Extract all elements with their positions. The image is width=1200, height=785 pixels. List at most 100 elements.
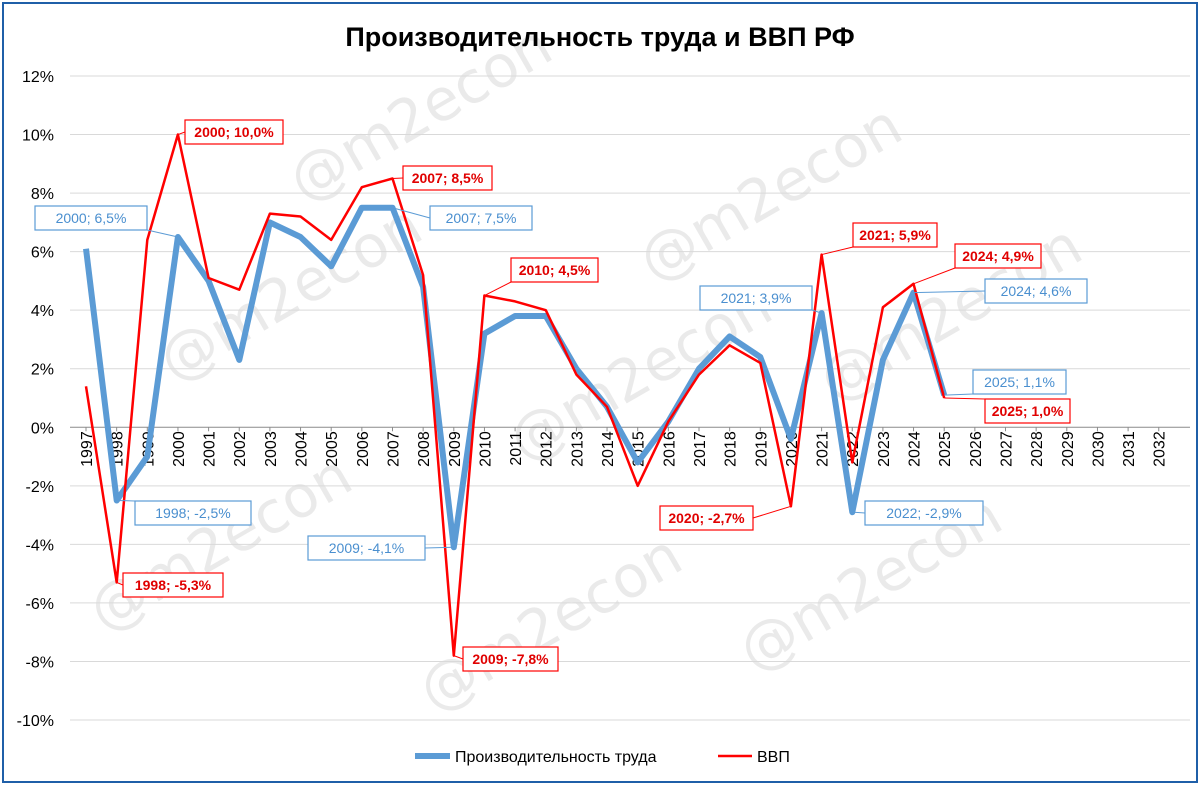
y-tick-label: 0%	[31, 420, 54, 437]
label-text: 2010; 4,5%	[519, 262, 591, 278]
label-text: 2000; 10,0%	[194, 124, 274, 140]
watermark-2: @m2econ	[147, 190, 433, 394]
x-tick-label: 2009	[447, 431, 464, 467]
label-leader	[146, 229, 179, 238]
label-leader	[484, 281, 512, 296]
label-box	[429, 205, 533, 231]
data-label-0-2009: 2009; -4,1%	[307, 535, 454, 561]
legend-label-0: Производительность труда	[455, 749, 657, 766]
label-leader	[852, 511, 866, 514]
legend: Производительность труда ВВП	[415, 749, 790, 766]
label-leader	[177, 131, 186, 136]
watermark-layer: @m2econ @m2econ@m2econ @m2econ @m2econ@m2ec…	[77, 10, 1093, 724]
x-tick-label: 2016	[661, 431, 678, 467]
label-box	[852, 222, 938, 248]
label-text: 2024; 4,9%	[962, 248, 1034, 264]
x-tick-label: 2006	[355, 431, 372, 467]
y-tick-label: 8%	[31, 186, 54, 203]
label-box	[972, 369, 1067, 395]
label-text: 1998; -2,5%	[155, 505, 231, 521]
data-label-1-2000: 2000; 10,0%	[177, 119, 284, 145]
x-tick-label: 2004	[294, 431, 311, 467]
x-axis: 1997 1998 1999 2000 2001 2002 2003 2004 2005 2006…	[79, 427, 1169, 467]
data-label-0-2022: 2022; -2,9%	[852, 500, 984, 526]
x-tick-label: 2018	[723, 431, 740, 467]
x-tick-label: 2028	[1029, 431, 1046, 467]
x-tick-label: 2024	[907, 431, 924, 467]
x-tick-label: 2008	[416, 431, 433, 467]
label-leader	[913, 290, 986, 294]
data-label-0-2007: 2007; 7,5%	[392, 205, 533, 231]
label-box	[462, 646, 559, 672]
label-box	[134, 500, 252, 526]
label-box	[864, 500, 984, 526]
label-text: 2009; -4,1%	[329, 540, 405, 556]
x-tick-label: 2023	[876, 431, 893, 467]
label-text: 2021; 5,9%	[859, 227, 931, 243]
label-text: 2009; -7,8%	[472, 651, 549, 667]
label-text: 2007; 7,5%	[446, 210, 517, 226]
x-tick-label: 1997	[79, 431, 96, 467]
data-label-1-2010: 2010; 4,5%	[484, 257, 599, 296]
x-tick-label: 2012	[539, 431, 556, 467]
label-leader	[944, 397, 986, 400]
chart-title: Производительность труда и ВВП РФ	[345, 22, 854, 52]
x-tick-label: 2019	[753, 431, 770, 467]
label-box	[984, 398, 1071, 424]
label-leader	[752, 505, 792, 519]
label-text: 2025; 1,0%	[992, 403, 1064, 419]
label-box	[699, 285, 813, 311]
label-box	[659, 505, 754, 531]
label-leader	[811, 309, 822, 314]
y-tick-label: 12%	[22, 69, 54, 86]
x-tick-label: 2026	[968, 431, 985, 467]
label-box	[510, 257, 599, 283]
y-tick-label: 4%	[31, 303, 54, 320]
series-lines	[83, 133, 948, 657]
x-tick-label: 2017	[692, 431, 709, 467]
label-leader	[453, 655, 464, 660]
data-label-1-1998: 1998; -5,3%	[116, 572, 224, 598]
x-tick-label: 2001	[202, 431, 219, 467]
label-leader	[116, 499, 136, 502]
data-label-0-2000: 2000; 6,5%	[34, 205, 179, 238]
label-box	[307, 535, 426, 561]
x-tick-label: 2025	[937, 431, 954, 467]
y-tick-label: -2%	[26, 479, 54, 496]
x-tick-label: 2021	[815, 431, 832, 467]
y-tick-label: 2%	[31, 362, 54, 379]
data-label-1-2007: 2007; 8,5%	[392, 165, 493, 191]
data-label-1-2024: 2024; 4,9%	[913, 243, 1042, 285]
x-tick-label: 2002	[232, 431, 249, 467]
data-label-1-2025: 2025; 1,0%	[944, 397, 1071, 424]
label-leader	[821, 246, 854, 256]
x-tick-label: 2010	[477, 431, 494, 467]
label-text: 2007; 8,5%	[412, 170, 484, 186]
y-tick-label: -10%	[17, 713, 54, 730]
label-text: 2024; 4,6%	[1001, 283, 1072, 299]
series-line-0	[83, 204, 948, 551]
label-text: 2020; -2,7%	[668, 510, 745, 526]
x-tick-label: 2027	[999, 431, 1016, 467]
label-text: 2022; -2,9%	[886, 505, 962, 521]
data-label-1-2009: 2009; -7,8%	[453, 646, 559, 672]
label-text: 2025; 1,1%	[984, 374, 1055, 390]
series-line-1	[84, 133, 946, 657]
x-tick-label: 2005	[324, 431, 341, 467]
label-text: 2021; 3,9%	[721, 290, 792, 306]
label-box	[184, 119, 284, 145]
y-tick-label: -4%	[26, 537, 54, 554]
data-label-0-2025: 2025; 1,1%	[944, 369, 1067, 396]
label-box	[122, 572, 224, 598]
label-box	[402, 165, 493, 191]
label-box	[34, 205, 148, 231]
label-leader	[913, 267, 956, 285]
y-tick-label: 6%	[31, 245, 54, 262]
x-tick-label: 2000	[171, 431, 188, 467]
label-leader	[392, 207, 431, 219]
label-leader	[944, 393, 974, 396]
y-tick-label: -8%	[26, 654, 54, 671]
x-tick-label: 2032	[1152, 431, 1169, 467]
y-axis-ticks: 12% 10% 8% 6% 4% 2% 0% -2% -4% -6% -8% -10%	[17, 69, 54, 730]
legend-label-1: ВВП	[757, 749, 790, 766]
